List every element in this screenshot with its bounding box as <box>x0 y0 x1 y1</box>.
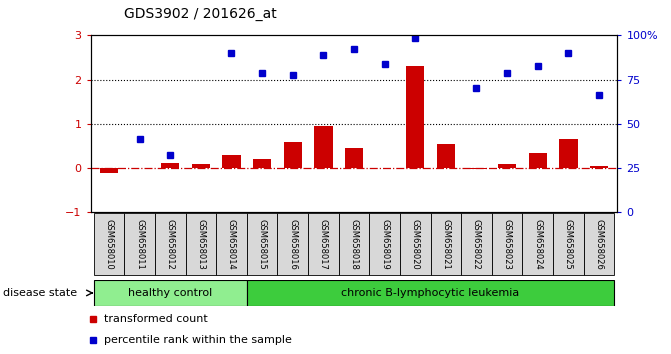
Bar <box>492 213 523 275</box>
Bar <box>590 166 608 168</box>
Text: GSM658021: GSM658021 <box>442 219 450 270</box>
Bar <box>467 168 486 169</box>
Bar <box>308 213 339 275</box>
Text: transformed count: transformed count <box>104 314 207 324</box>
Bar <box>253 159 271 168</box>
Text: GSM658024: GSM658024 <box>533 219 542 270</box>
Bar <box>339 213 369 275</box>
Bar <box>369 213 400 275</box>
Bar <box>400 213 431 275</box>
Bar <box>216 213 247 275</box>
Bar <box>161 163 179 168</box>
Bar <box>314 126 333 168</box>
Bar <box>192 164 210 168</box>
Text: GSM658025: GSM658025 <box>564 219 573 270</box>
Bar <box>277 213 308 275</box>
Bar <box>185 213 216 275</box>
Bar <box>553 213 584 275</box>
Text: GSM658013: GSM658013 <box>197 219 205 270</box>
Bar <box>559 139 578 168</box>
Text: GSM658010: GSM658010 <box>105 219 113 270</box>
Bar <box>222 155 241 168</box>
Bar <box>94 280 247 306</box>
Bar <box>523 213 553 275</box>
Text: GSM658014: GSM658014 <box>227 219 236 270</box>
Text: GSM658017: GSM658017 <box>319 219 328 270</box>
Bar <box>247 280 614 306</box>
Bar <box>247 213 277 275</box>
Text: GSM658026: GSM658026 <box>595 219 603 270</box>
Text: GSM658018: GSM658018 <box>350 219 358 270</box>
Bar <box>431 213 461 275</box>
Text: GSM658020: GSM658020 <box>411 219 419 270</box>
Text: GSM658011: GSM658011 <box>135 219 144 270</box>
Text: GSM658023: GSM658023 <box>503 219 511 270</box>
Text: healthy control: healthy control <box>128 288 212 298</box>
Bar <box>406 67 424 168</box>
Bar <box>498 164 516 168</box>
Bar <box>124 213 155 275</box>
Bar <box>461 213 492 275</box>
Bar <box>155 213 185 275</box>
Text: chronic B-lymphocytic leukemia: chronic B-lymphocytic leukemia <box>342 288 519 298</box>
Bar <box>437 144 455 168</box>
Text: GSM658016: GSM658016 <box>289 219 297 270</box>
Text: GSM658019: GSM658019 <box>380 219 389 270</box>
Bar <box>94 213 124 275</box>
Bar <box>100 168 118 173</box>
Bar <box>529 153 547 168</box>
Bar <box>284 142 302 168</box>
Text: percentile rank within the sample: percentile rank within the sample <box>104 335 292 345</box>
Bar <box>345 148 363 168</box>
Bar <box>584 213 614 275</box>
Text: disease state: disease state <box>3 288 77 298</box>
Text: GDS3902 / 201626_at: GDS3902 / 201626_at <box>124 7 277 21</box>
Text: GSM658015: GSM658015 <box>258 219 266 270</box>
Text: GSM658022: GSM658022 <box>472 219 481 270</box>
Text: GSM658012: GSM658012 <box>166 219 174 270</box>
